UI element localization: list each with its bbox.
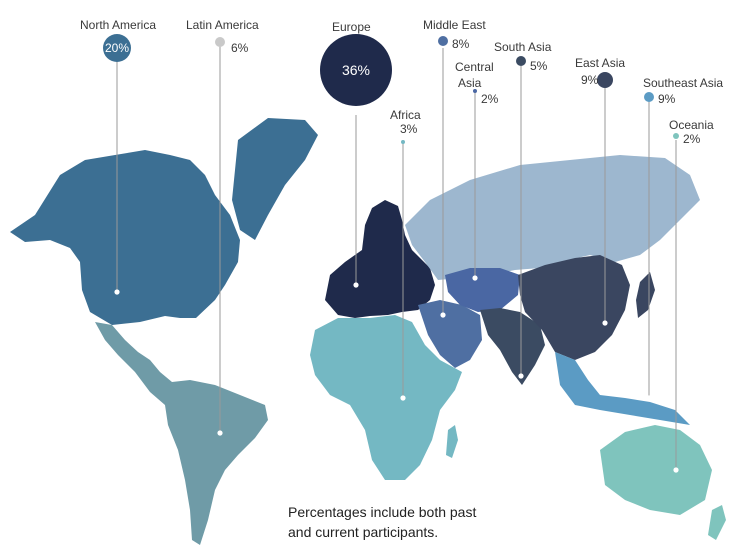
landmass-japan xyxy=(636,272,655,318)
landmass-east-asia xyxy=(518,255,630,360)
percent-africa: 3% xyxy=(400,122,418,136)
landmass-russia xyxy=(405,155,700,280)
label-central-asia-line2: Asia xyxy=(458,76,482,90)
percent-east-asia: 9% xyxy=(581,73,599,87)
landmass-greenland xyxy=(232,118,318,240)
label-latin-america: Latin America xyxy=(186,18,259,32)
bubble-middle-east xyxy=(438,36,448,46)
bubble-africa xyxy=(401,140,405,144)
label-central-asia-line1: Central xyxy=(455,60,494,74)
percent-southeast-asia: 9% xyxy=(658,92,676,106)
landmass-new-zealand xyxy=(708,505,726,540)
percent-north-america: 20% xyxy=(104,41,130,55)
landmass-australia xyxy=(600,425,712,515)
label-east-asia: East Asia xyxy=(575,56,626,70)
bubble-east-asia xyxy=(597,72,613,88)
percent-middle-east: 8% xyxy=(452,37,470,51)
landmass-south-asia xyxy=(480,308,545,385)
label-oceania: Oceania xyxy=(669,118,714,132)
landmass-europe xyxy=(325,200,435,318)
label-southeast-asia: Southeast Asia xyxy=(643,76,724,90)
landmass-latin-america xyxy=(95,322,268,545)
landmass-africa xyxy=(310,315,462,480)
label-middle-east: Middle East xyxy=(423,18,486,32)
footnote-line2: and current participants. xyxy=(288,524,439,540)
location-dots xyxy=(114,275,679,473)
landmass-madagascar xyxy=(446,425,458,458)
landmasses xyxy=(10,118,726,545)
bubble-oceania xyxy=(673,133,679,139)
percent-south-asia: 5% xyxy=(530,59,548,73)
percent-latin-america: 6% xyxy=(231,41,249,55)
landmass-central-asia xyxy=(445,268,520,312)
landmass-middle-east xyxy=(418,300,482,368)
footnote: Percentages include both past and curren… xyxy=(288,502,476,542)
label-europe: Europe xyxy=(332,20,371,34)
label-north-america: North America xyxy=(80,18,157,32)
label-south-asia: South Asia xyxy=(494,40,552,54)
bubble-central-asia xyxy=(473,89,477,93)
bubble-latin-america xyxy=(215,37,225,47)
leader-lines xyxy=(116,45,677,470)
bubbles xyxy=(103,34,679,144)
footnote-line1: Percentages include both past xyxy=(288,504,477,520)
percent-europe: 36% xyxy=(341,62,371,78)
bubble-europe xyxy=(320,34,392,106)
bubble-north-america xyxy=(103,34,131,62)
landmass-southeast-asia xyxy=(555,352,690,425)
landmass-north-america xyxy=(10,150,240,325)
percent-oceania: 2% xyxy=(683,132,701,146)
bubble-south-asia xyxy=(516,56,526,66)
label-africa: Africa xyxy=(390,108,421,122)
percent-central-asia: 2% xyxy=(481,92,499,106)
bubble-southeast-asia xyxy=(644,92,654,102)
